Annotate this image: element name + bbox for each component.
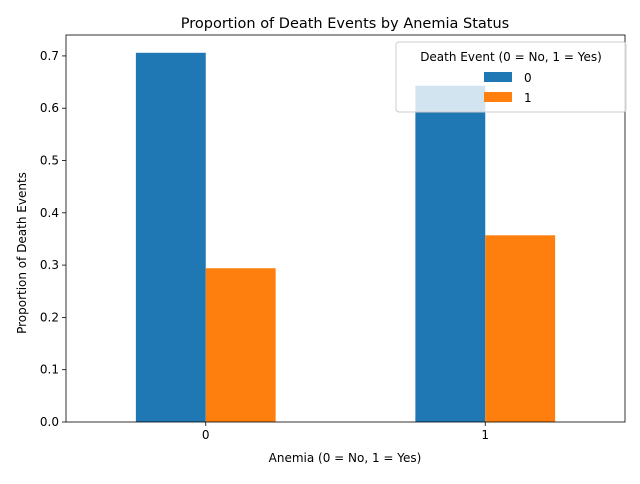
x-tick-label-0: 0: [202, 428, 210, 442]
x-axis-label: Anemia (0 = No, 1 = Yes): [269, 451, 422, 465]
chart-title: Proportion of Death Events by Anemia Sta…: [181, 16, 509, 32]
y-tick-label-0.0: 0.0: [40, 415, 59, 429]
legend-title: Death Event (0 = No, 1 = Yes): [420, 50, 602, 64]
y-tick-label-0.2: 0.2: [40, 310, 59, 324]
y-tick-label-0.3: 0.3: [40, 258, 59, 272]
x-tick-label-1: 1: [481, 428, 489, 442]
bar-0-series-1: [205, 268, 276, 422]
bar-1-series-0: [415, 85, 486, 422]
legend-label-1: 1: [524, 91, 532, 105]
y-axis-label: Proportion of Death Events: [15, 172, 29, 334]
bar-0-series-0: [135, 52, 206, 423]
y-tick-label-0.4: 0.4: [40, 206, 59, 220]
y-tick-label-0.5: 0.5: [40, 154, 59, 168]
legend-swatch-0: [484, 72, 512, 82]
y-tick-label-0.6: 0.6: [40, 101, 59, 115]
legend-swatch-1: [484, 92, 512, 102]
bar-1-series-1: [485, 235, 556, 422]
legend-label-0: 0: [524, 71, 532, 85]
plot-frame: [65, 34, 626, 423]
y-axis: 0.0 0.1 0.2 0.3 0.4 0.5 0.6 0.7: [40, 49, 66, 429]
y-tick-label-0.1: 0.1: [40, 363, 59, 377]
legend: Death Event (0 = No, 1 = Yes) 0 1: [395, 41, 627, 113]
plot-area: [65, 34, 626, 423]
y-tick-label-0.7: 0.7: [40, 49, 59, 63]
